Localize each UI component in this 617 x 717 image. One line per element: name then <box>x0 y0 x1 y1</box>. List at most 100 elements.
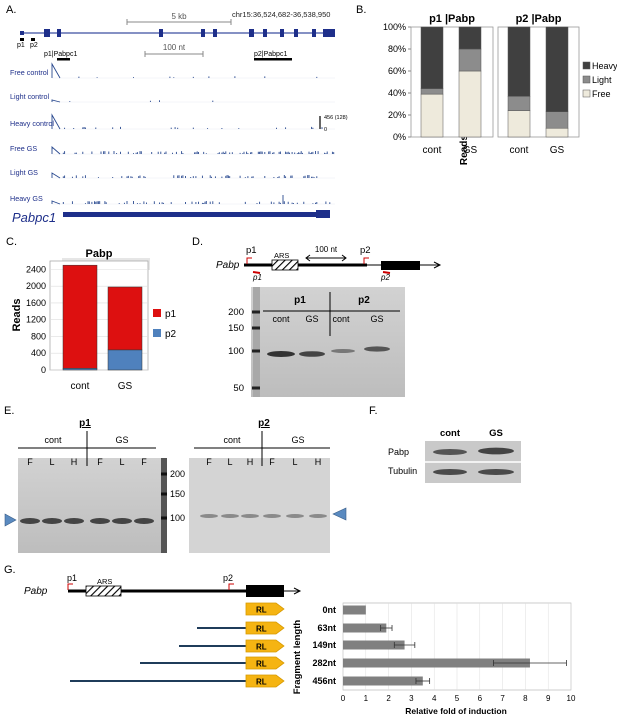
rl-reporter-4 <box>245 674 285 688</box>
gel-e-p2-lane-1: L <box>227 457 232 467</box>
panel-b-xtick: GS <box>463 145 478 156</box>
gel-e-marker-200: 200 <box>170 469 185 479</box>
bar-149nt <box>343 640 405 650</box>
gel-e-p2-band-1 <box>221 514 239 518</box>
primer-p2: p2 <box>380 273 390 282</box>
legend-label-heavy: Heavy <box>592 61 617 71</box>
gel-e-p2-band-5 <box>309 514 327 518</box>
gel-e-p1-lane-0: F <box>27 457 33 467</box>
rl-reporter-1 <box>245 621 285 635</box>
exon-9 <box>312 29 316 37</box>
panel-d-p1: p1 <box>246 245 257 256</box>
gel-e-p1-lane-5: F <box>141 457 147 467</box>
exon-0 <box>44 29 50 37</box>
gel-e-p1-band-1 <box>42 518 62 524</box>
gel-d-markers: 200 150 100 50 <box>228 307 260 394</box>
gel-d-ladder-band <box>252 310 260 314</box>
gel-e-p1-gs: GS <box>115 435 128 445</box>
panel-g-xlabel: Relative fold of induction <box>405 706 507 716</box>
rl-label-3: RL <box>256 660 267 669</box>
panel-b-read-fractions: Reads percentage 100%80%60%40%20%0% p1 |… <box>383 13 617 165</box>
track-label-4: Light GS <box>10 168 38 177</box>
gel-d-lane-labels: cont GS cont GS <box>272 314 383 324</box>
gel-e-p1-band-4 <box>112 518 132 524</box>
panel-g-ytick-63nt: 63nt <box>317 623 336 633</box>
exon-6 <box>263 29 267 37</box>
panel-letter-g: G. <box>4 564 16 576</box>
bar-63nt <box>343 623 387 633</box>
panel-b-ytick: 40% <box>388 88 406 98</box>
coverage-track-0 <box>51 62 318 79</box>
rl-reporter-0 <box>245 602 285 616</box>
tss-label-p1: p1 <box>17 42 25 49</box>
gel-e-p2-lane-5: H <box>315 457 322 467</box>
rl-reporter-3 <box>245 656 285 670</box>
gel-e-p1-title: p1 <box>79 418 91 429</box>
gel-d-ladder-band <box>252 349 260 353</box>
rl-label-1: RL <box>256 625 267 634</box>
rl-label-4: RL <box>256 678 267 687</box>
gel-e-p2-lane-0: F <box>206 457 212 467</box>
bar-light-gs <box>458 48 482 72</box>
gel-d-band-3 <box>364 346 390 352</box>
coverage-track-4 <box>51 172 318 179</box>
panel-g-ytick-456nt: 456nt <box>312 676 336 686</box>
gel-e-p1-cont: cont <box>44 435 62 445</box>
panel-g-p2: p2 <box>223 573 233 583</box>
western-row-pabp: Pabp <box>388 447 409 457</box>
gel-e-p2-band-2 <box>241 514 259 518</box>
scale-label-5kb: 5 kb <box>171 12 187 21</box>
bar-282nt <box>343 658 530 668</box>
panel-c-ytick: 800 <box>31 331 46 341</box>
panel-g-ars <box>85 585 122 597</box>
panel-letter-b: B. <box>356 4 366 16</box>
panel-letter-f: F. <box>369 405 378 417</box>
panel-g-xtick: 2 <box>386 694 391 703</box>
panel-c-ytick: 1200 <box>26 315 46 325</box>
bar-light-cont <box>507 96 531 111</box>
gel-e-p2-lane-3: F <box>269 457 275 467</box>
legend-label-light: Light <box>592 75 612 85</box>
bar-heavy-cont <box>507 26 531 97</box>
band-arrow-left <box>4 513 17 527</box>
bar-0nt <box>343 605 366 615</box>
gel-e-p2-band-3 <box>263 514 281 518</box>
track-label-1: Light control <box>10 92 50 101</box>
gel-d-bands <box>267 346 390 357</box>
exon-3 <box>201 29 205 37</box>
track-label-5: Heavy GS <box>10 194 43 203</box>
panel-b-title-0: p1 |Pabp <box>429 13 475 25</box>
panel-g-chart: 0 1 2 3 4 5 6 7 8 9 10 0nt 63nt 149nt 282nt 456nt <box>312 602 576 703</box>
bar-p1-cont <box>62 264 98 369</box>
panel-c-ytick: 2400 <box>26 264 46 274</box>
gel-e-p1-band-0 <box>20 518 40 524</box>
panel-b-xtick: GS <box>550 145 565 156</box>
gel-e-p2-lane-4: L <box>292 457 297 467</box>
gel-e-p1-band-5 <box>134 518 154 524</box>
panel-b-ytick: 20% <box>388 110 406 120</box>
bar-p2-cont <box>62 368 98 371</box>
gel-e-labels: cont GS cont GS F L H F L F F L H F L H 200 150 100 <box>18 431 330 523</box>
exon-5 <box>249 29 254 37</box>
bar-free-cont <box>507 110 531 138</box>
gel-d-band-0 <box>267 351 295 357</box>
panel-c-legend-p2: p2 <box>165 329 177 340</box>
legend-swatch-heavy <box>582 61 591 70</box>
band-arrow-right <box>332 507 347 521</box>
reporter-constructs: RL RL RL RL RL <box>70 602 285 688</box>
gel-image-d <box>251 287 405 397</box>
gel-e-p2-band-4 <box>286 514 304 518</box>
panel-g-reporter: Pabp ARS p1 p2 RL RL RL RL RL Fragment lengt… <box>24 573 576 716</box>
exon-8 <box>294 29 298 37</box>
scale-label-100nt: 100 nt <box>163 43 186 52</box>
coverage-track-5 <box>51 195 331 205</box>
gel-e-marker-150: 150 <box>170 489 185 499</box>
panel-b-ytick: 0% <box>393 132 406 142</box>
western-col-cont: cont <box>440 428 461 439</box>
bar-free-cont <box>420 93 444 138</box>
panel-b-legend: Heavy Light Free <box>582 61 617 99</box>
exon-10 <box>323 29 335 37</box>
coverage-tracks <box>51 62 335 205</box>
panel-letter-a: A. <box>6 4 16 16</box>
panel-c-chart: Pabp 2400 2000 1600 1200 800 400 0 Reads cont GS p1… <box>11 248 177 392</box>
